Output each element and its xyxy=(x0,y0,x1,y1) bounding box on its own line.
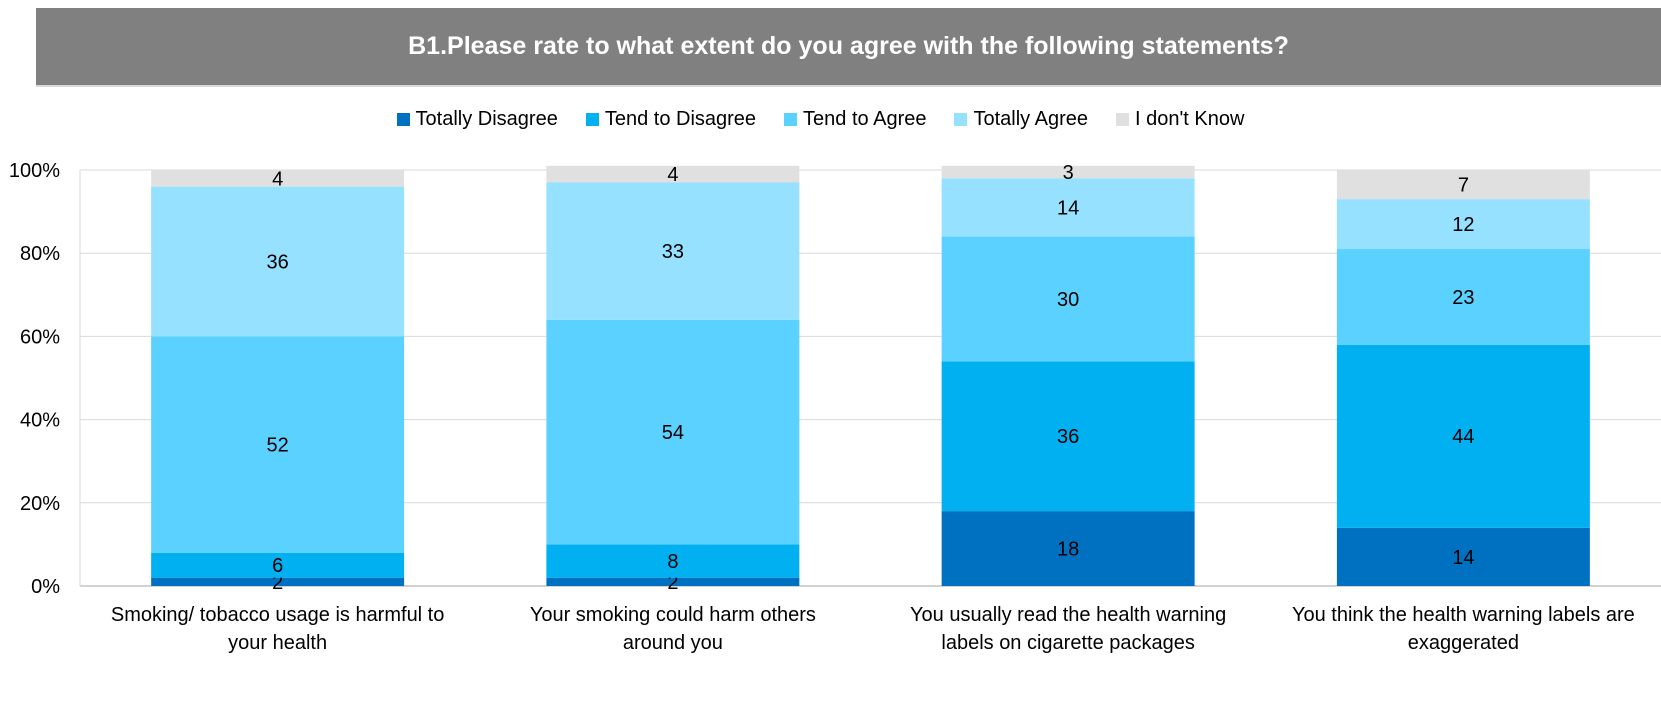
legend-swatch xyxy=(396,112,410,126)
bar-segment xyxy=(151,170,405,187)
bar-segment xyxy=(1336,344,1590,528)
bar-segment xyxy=(546,577,800,586)
bar-segment xyxy=(151,577,405,586)
data-label: 8 xyxy=(667,551,678,573)
data-label: 14 xyxy=(1057,197,1079,219)
bar-segment xyxy=(1336,249,1590,345)
data-label: 2 xyxy=(667,572,678,594)
bar-segment xyxy=(941,178,1195,237)
bar-segment xyxy=(941,236,1195,362)
legend-swatch xyxy=(585,112,599,126)
legend-label: Totally Agree xyxy=(973,107,1088,130)
data-label: 6 xyxy=(272,555,283,577)
y-tick-label: 100% xyxy=(9,160,60,182)
bar-segment xyxy=(1336,527,1590,586)
legend-label: Tend to Disagree xyxy=(604,107,757,130)
title-divider xyxy=(36,85,1661,87)
legend-item: Totally Agree xyxy=(954,108,1088,131)
data-label: 36 xyxy=(1057,426,1079,448)
category-label: Smoking/ tobacco usage is harmful to xyxy=(111,604,445,626)
bar-segment xyxy=(941,361,1195,512)
category-label: labels on cigarette packages xyxy=(941,632,1195,654)
y-tick-label: 40% xyxy=(20,410,60,432)
data-label: 7 xyxy=(1458,175,1469,197)
chart-legend: Totally Disagree Tend to Disagree Tend to … xyxy=(0,104,1661,134)
data-label: 33 xyxy=(662,241,684,263)
category-label: around you xyxy=(623,632,723,654)
legend-item: Tend to Agree xyxy=(784,108,926,131)
bar-segment xyxy=(546,544,800,578)
bar-segment xyxy=(546,165,800,183)
bar-segment xyxy=(546,319,800,545)
data-label: 18 xyxy=(1057,539,1079,561)
legend-swatch xyxy=(954,112,968,126)
data-label: 4 xyxy=(667,164,678,186)
chart-title: B1.Please rate to what extent do you agr… xyxy=(408,32,1289,60)
bar-segment xyxy=(941,165,1195,179)
bar-segment xyxy=(941,511,1195,586)
y-tick-label: 80% xyxy=(20,243,60,265)
bar-segment xyxy=(1336,199,1590,250)
data-label: 54 xyxy=(662,422,684,444)
y-tick-label: 0% xyxy=(31,576,60,598)
bar-segment xyxy=(151,336,405,553)
bar-segment xyxy=(546,182,800,320)
data-label: 36 xyxy=(267,252,289,274)
category-label: You usually read the health warning xyxy=(910,604,1226,626)
bar-segment xyxy=(1336,170,1590,200)
y-tick-label: 60% xyxy=(20,326,60,348)
bar-segment xyxy=(151,186,405,337)
legend-swatch xyxy=(784,112,798,126)
data-label: 23 xyxy=(1452,287,1474,309)
y-tick-label: 20% xyxy=(20,493,60,515)
legend-item: Totally Disagree xyxy=(396,107,558,131)
category-label: You think the health warning labels are xyxy=(1292,604,1635,626)
legend-label: Totally Disagree xyxy=(415,107,558,130)
legend-label: I don't Know xyxy=(1135,107,1245,130)
legend-item: I don't Know xyxy=(1116,108,1244,131)
category-label: exaggerated xyxy=(1408,632,1519,654)
data-label: 52 xyxy=(267,435,289,457)
bar-segment xyxy=(151,552,405,578)
legend-swatch xyxy=(1116,112,1129,126)
data-label: 4 xyxy=(272,168,283,190)
data-label: 3 xyxy=(1063,162,1074,184)
chart-title-bar: B1.Please rate to what extent do you agr… xyxy=(36,8,1661,85)
data-label: 30 xyxy=(1057,289,1079,311)
data-label: 44 xyxy=(1452,426,1474,448)
data-label: 12 xyxy=(1452,214,1474,236)
data-label: 2 xyxy=(272,572,283,594)
category-label: Your smoking could harm others xyxy=(530,604,816,626)
legend-item: Tend to Disagree xyxy=(585,107,757,131)
category-label: your health xyxy=(228,632,327,654)
data-label: 14 xyxy=(1452,547,1474,569)
legend-label: Tend to Agree xyxy=(803,107,927,130)
